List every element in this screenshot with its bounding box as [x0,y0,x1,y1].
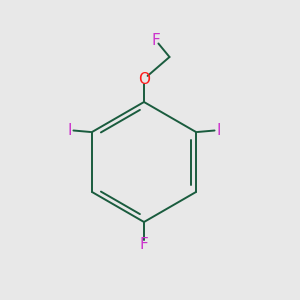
Text: F: F [152,33,160,48]
Text: O: O [138,72,150,87]
Text: I: I [216,123,221,138]
Text: F: F [140,237,148,252]
Text: I: I [67,123,72,138]
